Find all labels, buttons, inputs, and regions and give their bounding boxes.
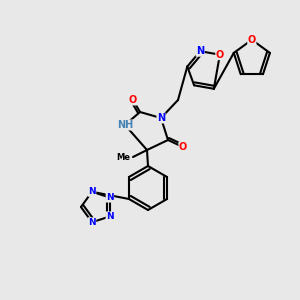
Text: N: N (196, 46, 204, 56)
Text: N: N (157, 113, 165, 123)
Text: O: O (216, 50, 224, 60)
Text: N: N (106, 193, 114, 202)
Text: N: N (106, 212, 114, 221)
Text: O: O (179, 142, 187, 152)
Text: N: N (88, 218, 96, 227)
Text: O: O (129, 95, 137, 105)
Text: O: O (248, 35, 256, 45)
Text: NH: NH (117, 120, 133, 130)
Text: Me: Me (116, 152, 130, 161)
Text: N: N (88, 187, 96, 196)
